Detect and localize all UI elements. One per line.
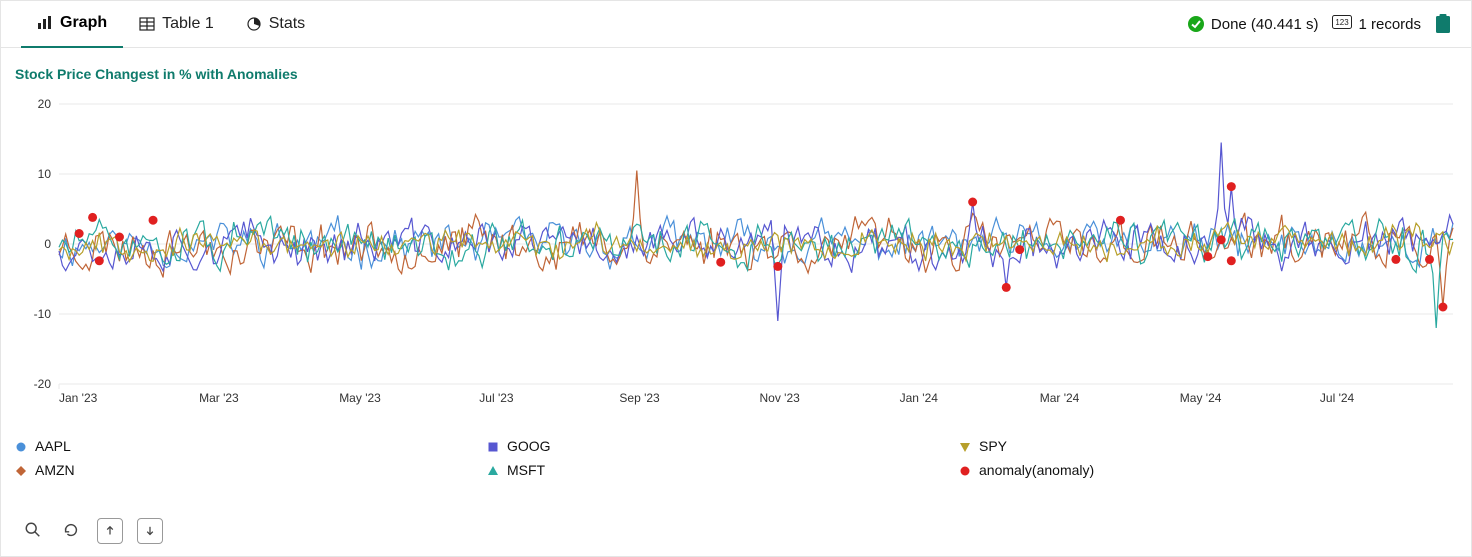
- legend-marker-icon: [15, 440, 27, 452]
- tabs-bar: Graph Table 1 Stats Done (40.441 s): [1, 1, 1471, 48]
- legend-label: AMZN: [35, 462, 75, 478]
- legend-item-anomaly-anomaly-[interactable]: anomaly(anomaly): [959, 458, 1431, 482]
- records-badge: 123 1 records: [1332, 15, 1421, 33]
- chart-legend: AAPL GOOG SPY AMZN MSFT anomaly(anomaly): [1, 426, 1471, 482]
- stats-icon: [246, 16, 262, 32]
- app-container: Graph Table 1 Stats Done (40.441 s): [0, 0, 1472, 557]
- chart-toolbar: [21, 518, 163, 544]
- tab-stats[interactable]: Stats: [230, 1, 321, 47]
- status-done-text: Done (40.441 s): [1211, 16, 1319, 33]
- svg-text:Jul '24: Jul '24: [1320, 391, 1355, 405]
- legend-label: anomaly(anomaly): [979, 462, 1094, 478]
- legend-item-spy[interactable]: SPY: [959, 434, 1431, 458]
- legend-marker-icon: [487, 440, 499, 452]
- svg-text:Jan '23: Jan '23: [59, 391, 98, 405]
- legend-item-aapl[interactable]: AAPL: [15, 434, 487, 458]
- chart-svg[interactable]: -20 -10 0 10 20 Jan '23 Mar '23 May '23 Jul '23 S…: [15, 86, 1459, 426]
- refresh-button[interactable]: [59, 518, 83, 542]
- clipboard-icon[interactable]: [1435, 14, 1451, 34]
- svg-text:Jan '24: Jan '24: [900, 391, 939, 405]
- graph-icon: [37, 15, 53, 31]
- chart-area: -20 -10 0 10 20 Jan '23 Mar '23 May '23 Jul '23 S…: [15, 86, 1457, 426]
- records-icon: 123: [1332, 15, 1352, 33]
- svg-text:-10: -10: [34, 307, 52, 321]
- export-button[interactable]: [97, 518, 123, 544]
- svg-text:Mar '24: Mar '24: [1040, 391, 1080, 405]
- legend-marker-icon: [959, 440, 971, 452]
- svg-text:Mar '23: Mar '23: [199, 391, 239, 405]
- check-icon: [1187, 15, 1205, 33]
- legend-item-msft[interactable]: MSFT: [487, 458, 959, 482]
- svg-text:-20: -20: [34, 377, 52, 391]
- download-button[interactable]: [137, 518, 163, 544]
- table-icon: [139, 16, 155, 32]
- svg-text:10: 10: [38, 167, 52, 181]
- zoom-button[interactable]: [21, 518, 45, 542]
- svg-text:20: 20: [38, 97, 52, 111]
- svg-text:0: 0: [44, 237, 51, 251]
- tab-graph-label: Graph: [60, 14, 107, 32]
- legend-item-goog[interactable]: GOOG: [487, 434, 959, 458]
- tab-table[interactable]: Table 1: [123, 1, 230, 47]
- svg-text:Jul '23: Jul '23: [479, 391, 514, 405]
- svg-text:Nov '23: Nov '23: [760, 391, 801, 405]
- records-text: 1 records: [1358, 16, 1421, 33]
- tab-table-label: Table 1: [162, 15, 214, 33]
- legend-marker-icon: [15, 464, 27, 476]
- tab-graph[interactable]: Graph: [21, 0, 123, 48]
- svg-text:Sep '23: Sep '23: [619, 391, 660, 405]
- chart-title: Stock Price Changest in % with Anomalies: [1, 48, 1471, 82]
- legend-marker-icon: [959, 464, 971, 476]
- legend-marker-icon: [487, 464, 499, 476]
- svg-text:May '23: May '23: [339, 391, 381, 405]
- legend-label: SPY: [979, 438, 1007, 454]
- legend-label: MSFT: [507, 462, 545, 478]
- status-bar: Done (40.441 s) 123 1 records: [1187, 14, 1451, 34]
- legend-label: GOOG: [507, 438, 551, 454]
- legend-label: AAPL: [35, 438, 71, 454]
- svg-text:123: 123: [1336, 18, 1350, 27]
- tab-stats-label: Stats: [269, 15, 305, 33]
- svg-text:May '24: May '24: [1180, 391, 1222, 405]
- legend-item-amzn[interactable]: AMZN: [15, 458, 487, 482]
